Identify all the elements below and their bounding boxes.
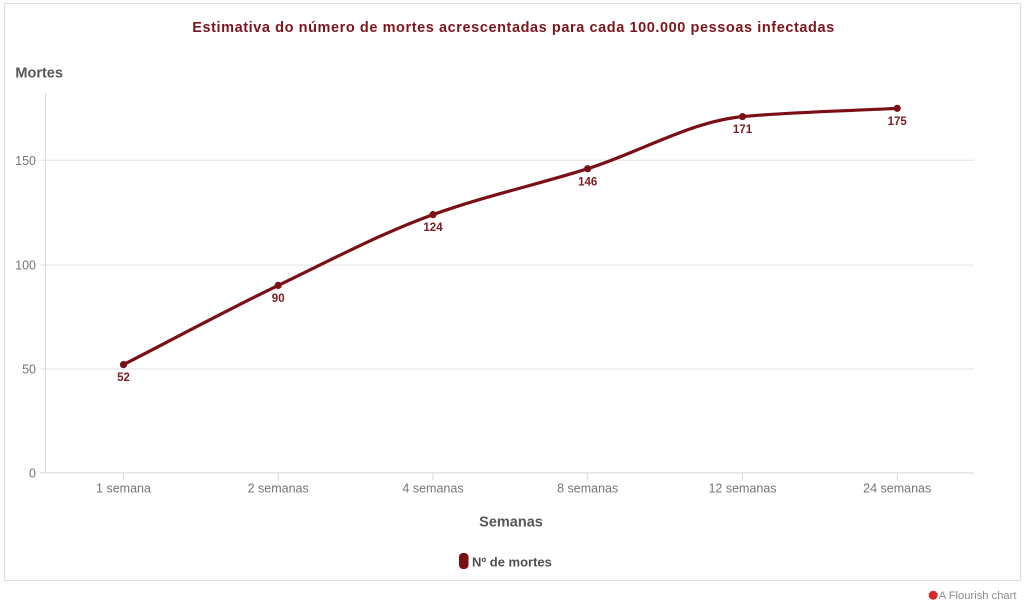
svg-text:100: 100 (15, 259, 36, 273)
svg-text:Mortes: Mortes (15, 66, 63, 82)
svg-text:52: 52 (117, 372, 130, 384)
svg-text:171: 171 (733, 124, 753, 136)
svg-text:Semanas: Semanas (479, 515, 543, 531)
svg-text:Nº de mortes: Nº de mortes (472, 554, 552, 569)
svg-text:146: 146 (578, 176, 597, 188)
svg-text:2 semanas: 2 semanas (248, 482, 309, 496)
svg-text:175: 175 (888, 116, 908, 128)
svg-text:150: 150 (15, 154, 36, 168)
svg-text:4 semanas: 4 semanas (402, 482, 463, 496)
svg-text:124: 124 (423, 222, 443, 234)
svg-text:12 semanas: 12 semanas (708, 482, 776, 496)
svg-text:50: 50 (22, 362, 36, 376)
svg-text:24 semanas: 24 semanas (863, 482, 931, 496)
svg-text:90: 90 (272, 293, 285, 305)
svg-text:0: 0 (29, 466, 36, 480)
svg-text:1 semana: 1 semana (96, 482, 151, 496)
svg-text:Estimativa do número de mortes: Estimativa do número de mortes acrescent… (192, 20, 835, 36)
svg-text:A Flourish chart: A Flourish chart (939, 590, 1018, 602)
svg-text:8 semanas: 8 semanas (557, 482, 618, 496)
